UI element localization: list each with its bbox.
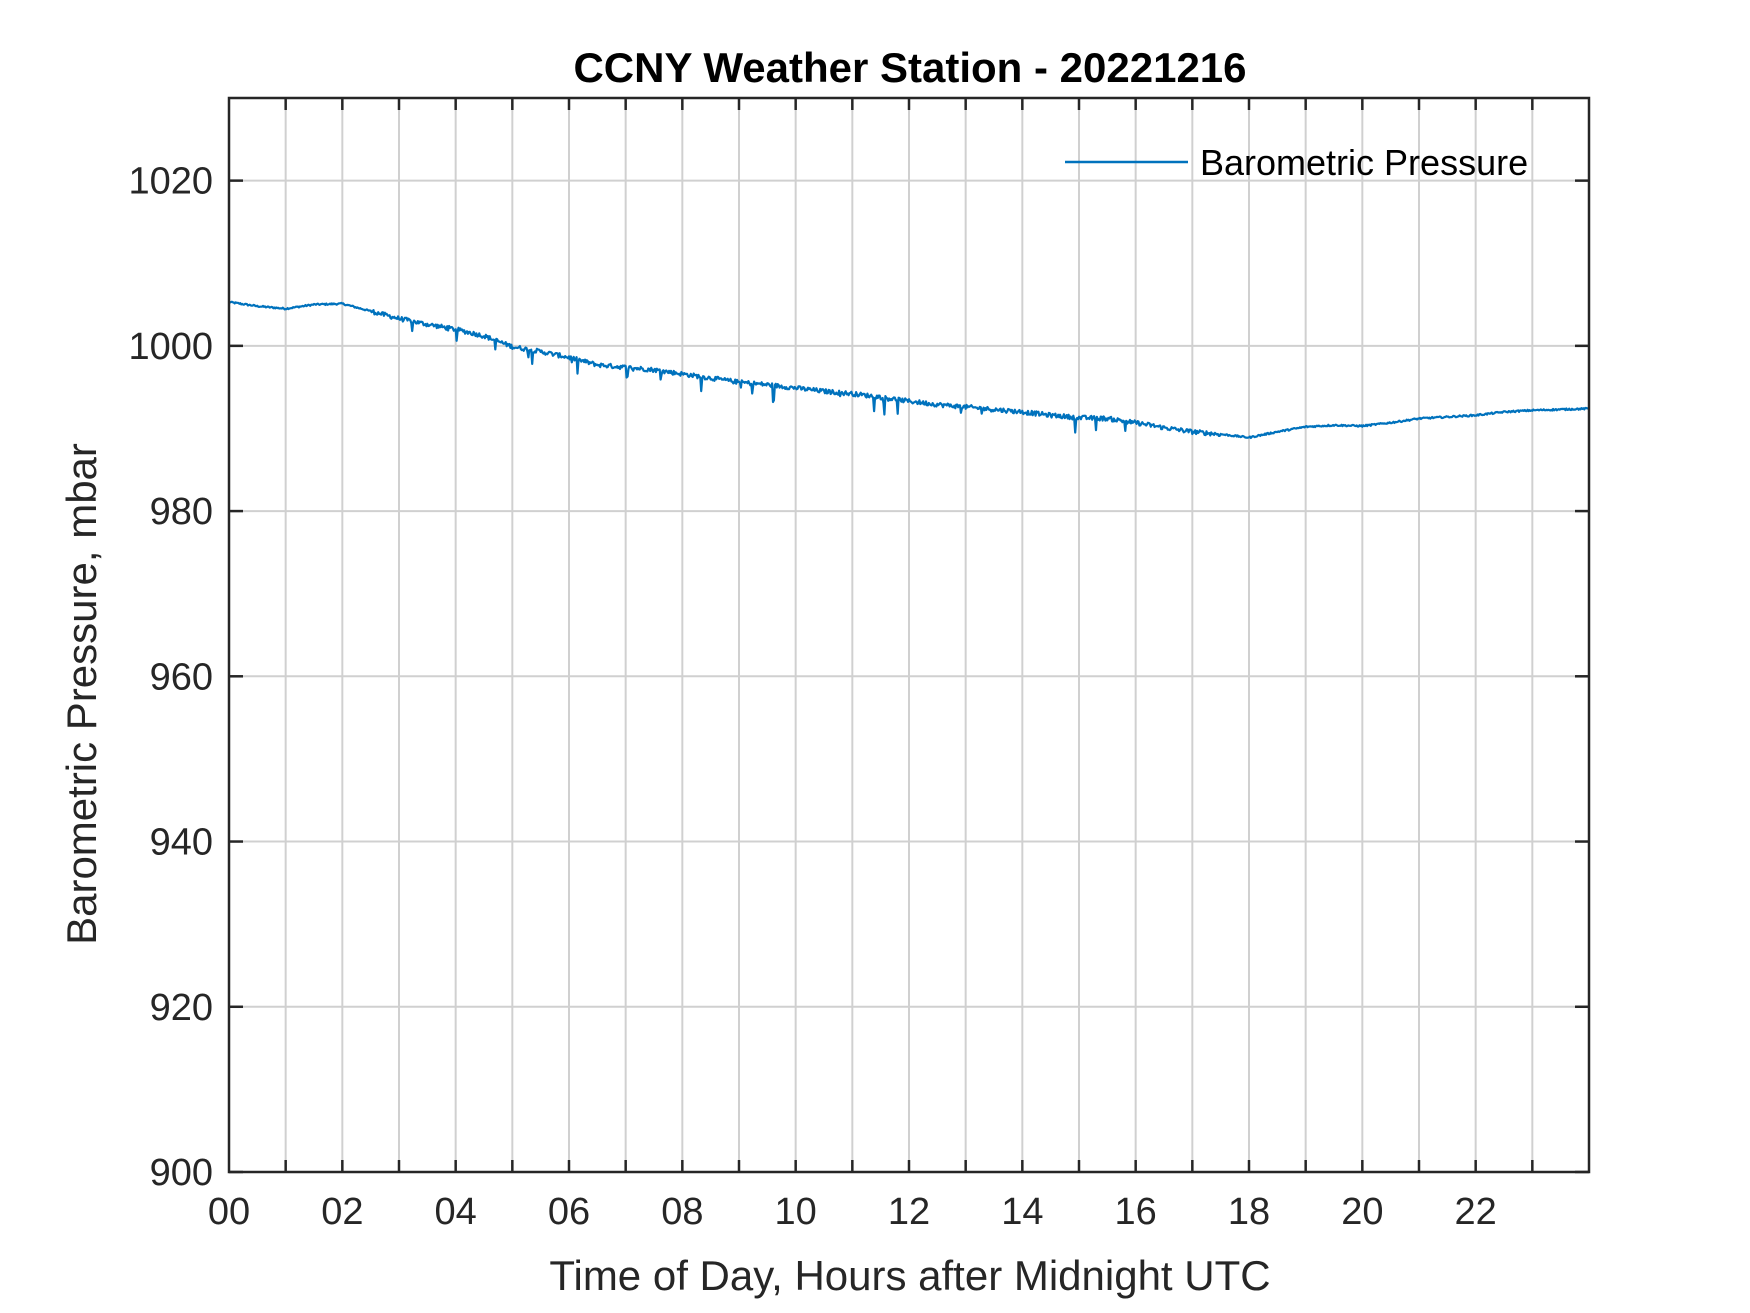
y-axis-label: Barometric Pressure, mbar <box>58 443 105 945</box>
chart-title: CCNY Weather Station - 20221216 <box>573 44 1246 91</box>
plot-frame <box>227 96 1591 1174</box>
y-tick-label: 940 <box>150 822 213 864</box>
x-tick-label: 22 <box>1455 1191 1497 1233</box>
legend: Barometric Pressure <box>1065 142 1528 183</box>
x-tick-labels: 00 02 04 06 08 10 12 14 16 18 20 22 <box>208 1191 1497 1233</box>
y-tick-label: 900 <box>150 1152 213 1194</box>
tick-marks <box>229 98 1589 1174</box>
x-tick-label: 14 <box>1001 1191 1043 1233</box>
x-tick-label: 12 <box>888 1191 930 1233</box>
series-layer <box>228 300 1590 439</box>
x-tick-label: 18 <box>1228 1191 1270 1233</box>
y-tick-label: 1000 <box>128 326 213 368</box>
x-tick-label: 06 <box>548 1191 590 1233</box>
x-tick-label: 20 <box>1341 1191 1383 1233</box>
y-tick-label: 960 <box>150 656 213 698</box>
y-tick-label: 980 <box>150 491 213 533</box>
x-tick-label: 08 <box>661 1191 703 1233</box>
y-tick-label: 1020 <box>128 161 213 203</box>
x-tick-label: 16 <box>1115 1191 1157 1233</box>
y-tick-labels: 900 920 940 960 980 1000 1020 <box>128 161 213 1194</box>
y-tick-label: 920 <box>150 987 213 1029</box>
legend-entry-label: Barometric Pressure <box>1200 142 1528 183</box>
series-line-barometric-pressure <box>228 300 1590 439</box>
x-tick-label: 10 <box>775 1191 817 1233</box>
x-axis-label: Time of Day, Hours after Midnight UTC <box>549 1252 1270 1299</box>
x-tick-label: 04 <box>435 1191 477 1233</box>
grid-lines <box>229 98 1589 1172</box>
x-tick-label: 02 <box>321 1191 363 1233</box>
x-tick-label: 00 <box>208 1191 250 1233</box>
